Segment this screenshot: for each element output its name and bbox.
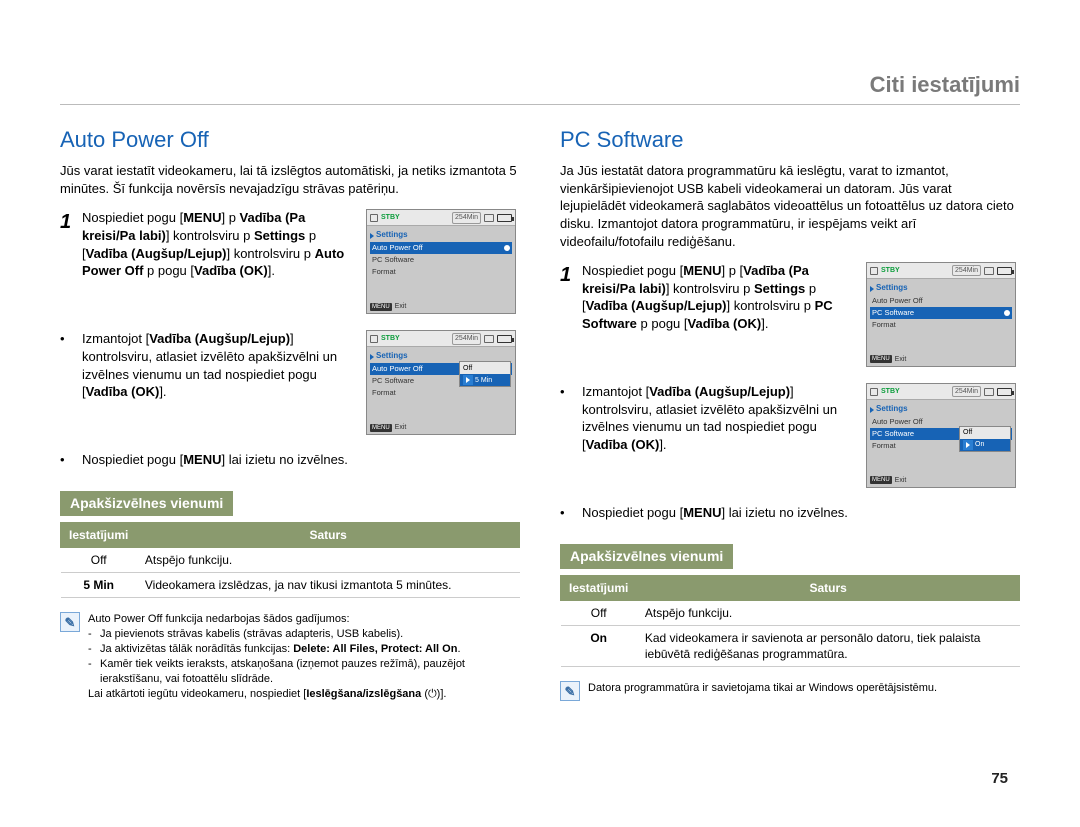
left-note: ✎ Auto Power Off funkcija nedarbojas šād… bbox=[60, 612, 520, 701]
step: 1Nospiediet pogu [MENU] p [Vadība (Pa kr… bbox=[560, 262, 1020, 373]
right-column: PC Software Ja Jūs iestatāt datora progr… bbox=[560, 125, 1020, 702]
table-row: OffAtspējo funkciju. bbox=[61, 548, 520, 573]
table-row: OffAtspējo funkciju. bbox=[561, 600, 1020, 625]
step: •Izmantojot [Vadība (Augšup/Lejup)] kont… bbox=[60, 330, 520, 441]
breadcrumb: Citi iestatījumi bbox=[60, 70, 1020, 105]
step-text: Nospiediet pogu [MENU] lai izietu no izv… bbox=[582, 504, 1020, 522]
camera-menu-screen: STBY254MinSettingsAuto Power OffPC Softw… bbox=[366, 330, 516, 435]
step: •Nospiediet pogu [MENU] lai izietu no iz… bbox=[60, 451, 520, 469]
table-header: Saturs bbox=[637, 575, 1020, 600]
page-number: 75 bbox=[991, 769, 1008, 789]
step: 1Nospiediet pogu [MENU] p Vadība (Pa kre… bbox=[60, 209, 520, 320]
step-text: Izmantojot [Vadība (Augšup/Lejup)] kontr… bbox=[82, 330, 366, 441]
right-note: ✎ Datora programmatūra ir savietojama ti… bbox=[560, 681, 1020, 701]
table-header: Saturs bbox=[137, 522, 520, 547]
table-row: OnKad videokamera ir savienota ar person… bbox=[561, 625, 1020, 666]
left-subtitle-badge: Apakšizvēlnes vienumi bbox=[60, 491, 233, 516]
step-text: Nospiediet pogu [MENU] p Vadība (Pa krei… bbox=[82, 209, 366, 320]
left-title: Auto Power Off bbox=[60, 125, 520, 155]
camera-menu-screen: STBY254MinSettingsAuto Power OffPC Softw… bbox=[366, 209, 516, 314]
right-settings-table: Iestatījumi Saturs OffAtspējo funkciju.O… bbox=[560, 575, 1020, 668]
left-column: Auto Power Off Jūs varat iestatīt videok… bbox=[60, 125, 520, 702]
right-subtitle-badge: Apakšizvēlnes vienumi bbox=[560, 544, 733, 569]
step-text: Izmantojot [Vadība (Augšup/Lejup)] kontr… bbox=[582, 383, 866, 494]
step-text: Nospiediet pogu [MENU] lai izietu no izv… bbox=[82, 451, 520, 469]
right-title: PC Software bbox=[560, 125, 1020, 155]
camera-menu-screen: STBY254MinSettingsAuto Power OffPC Softw… bbox=[866, 262, 1016, 367]
left-intro: Jūs varat iestatīt videokameru, lai tā i… bbox=[60, 162, 520, 197]
camera-menu-screen: STBY254MinSettingsAuto Power OffPC Softw… bbox=[866, 383, 1016, 488]
step: •Nospiediet pogu [MENU] lai izietu no iz… bbox=[560, 504, 1020, 522]
note-icon: ✎ bbox=[60, 612, 80, 632]
right-intro: Ja Jūs iestatāt datora programmatūru kā … bbox=[560, 162, 1020, 250]
table-header: Iestatījumi bbox=[561, 575, 637, 600]
step-text: Nospiediet pogu [MENU] p [Vadība (Pa kre… bbox=[582, 262, 866, 373]
left-settings-table: Iestatījumi Saturs OffAtspējo funkciju.5… bbox=[60, 522, 520, 599]
right-note-text: Datora programmatūra ir savietojama tika… bbox=[588, 681, 1020, 701]
table-header: Iestatījumi bbox=[61, 522, 137, 547]
step: •Izmantojot [Vadība (Augšup/Lejup)] kont… bbox=[560, 383, 1020, 494]
note-icon: ✎ bbox=[560, 681, 580, 701]
table-row: 5 MinVideokamera izslēdzas, ja nav tikus… bbox=[61, 573, 520, 598]
